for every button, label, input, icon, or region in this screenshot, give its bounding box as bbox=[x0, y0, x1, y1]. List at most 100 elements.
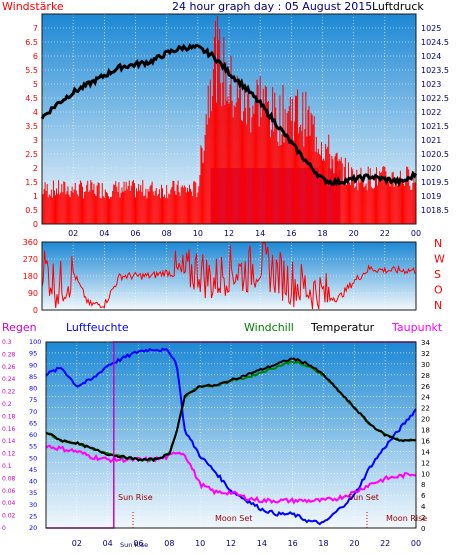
pressure-tick: 1024.5 bbox=[421, 38, 449, 47]
temperature-tick: 6 bbox=[421, 492, 426, 500]
moon-set-label: Moon Set bbox=[215, 514, 252, 523]
humidity-tick: 60 bbox=[29, 431, 37, 439]
compass-letter: N bbox=[434, 299, 442, 312]
pressure-tick: 1022 bbox=[421, 108, 441, 117]
x-tick: 06 bbox=[130, 229, 140, 238]
direction-tick: 0 bbox=[33, 306, 38, 315]
pressure-tick: 1021.5 bbox=[421, 122, 449, 131]
pressure-tick: 1024 bbox=[421, 52, 441, 61]
rain-tick: 0.04 bbox=[2, 500, 16, 507]
humidity-tick: 25 bbox=[29, 512, 37, 520]
temperature-x-axis: 02 04 06 08 10 12 14 16 18 20 22 00 bbox=[72, 539, 421, 548]
rain-tick: 0.02 bbox=[2, 513, 16, 520]
x-tick: 22 bbox=[380, 539, 390, 548]
humidity-axis: 100 95 90 85 80 75 70 65 60 55 50 45 40 35 30 25 20 bbox=[29, 338, 41, 532]
direction-tick: 270 bbox=[23, 255, 38, 264]
wind-speed-tick: 2.5 bbox=[25, 150, 38, 159]
pressure-tick: 1022.5 bbox=[421, 94, 449, 103]
rain-tick: 0.24 bbox=[2, 376, 16, 383]
x-tick: 16 bbox=[286, 229, 296, 238]
rain-axis: 0.3 0.28 0.26 0.24 0.22 0.2 0.18 0.16 0.14 0.12 0.… bbox=[2, 339, 16, 532]
wind-speed-tick: 0 bbox=[33, 220, 38, 229]
humidity-tick: 80 bbox=[29, 385, 37, 393]
wind-speed-tick: 1.5 bbox=[25, 178, 38, 187]
dewpoint-label: Taupunkt bbox=[391, 321, 443, 334]
temperature-tick: 20 bbox=[421, 416, 430, 424]
rain-tick: 0.2 bbox=[2, 401, 12, 408]
wind-speed-axis: 7 6.5 6 5.5 5 4.5 4 3.5 3 2.5 2 1.5 1 0.5 0 bbox=[25, 24, 38, 229]
wind-direction-frame bbox=[41, 241, 417, 311]
wind-speed-tick: 5.5 bbox=[25, 66, 38, 75]
wind-speed-tick: 3.5 bbox=[25, 122, 38, 131]
temperature-tick: 8 bbox=[421, 481, 425, 489]
temperature-tick: 0 bbox=[421, 525, 425, 533]
temperature-tick: 2 bbox=[421, 514, 425, 522]
humidity-label: Luftfeuchte bbox=[66, 321, 129, 334]
pressure-tick: 1025 bbox=[421, 24, 441, 33]
wind-speed-tick: 1 bbox=[33, 192, 38, 201]
rain-tick: 0.28 bbox=[2, 351, 16, 358]
rain-tick: 0.12 bbox=[2, 451, 16, 458]
wind-speed-tick: 4.5 bbox=[25, 94, 38, 103]
rain-tick: 0.08 bbox=[2, 475, 16, 482]
chart-title: 24 hour graph day : 05 August 2015 bbox=[172, 0, 372, 13]
temperature-tick: 16 bbox=[421, 437, 430, 445]
x-tick: 12 bbox=[224, 229, 234, 238]
wind-direction-line bbox=[41, 242, 417, 310]
wind-speed-tick: 7 bbox=[33, 24, 38, 33]
humidity-tick: 55 bbox=[29, 443, 37, 451]
x-tick: 12 bbox=[226, 539, 236, 548]
direction-tick: 180 bbox=[23, 272, 38, 281]
temperature-frame bbox=[45, 341, 417, 529]
humidity-tick: 75 bbox=[29, 396, 37, 404]
temperature-tick: 24 bbox=[421, 394, 430, 402]
wind-speed-tick: 3 bbox=[33, 136, 38, 145]
pressure-tick: 1020.5 bbox=[421, 150, 449, 159]
sun-rise-label: Sun Rise bbox=[118, 493, 153, 502]
wind-speed-tick: 4 bbox=[33, 108, 38, 117]
temperature-line bbox=[45, 357, 417, 463]
temperature-tick: 12 bbox=[421, 459, 430, 467]
x-tick: 18 bbox=[318, 539, 328, 548]
x-tick: 04 bbox=[99, 229, 109, 238]
pressure-tick: 1021 bbox=[421, 136, 441, 145]
temperature-tick: 4 bbox=[421, 503, 426, 511]
temperature-tick: 10 bbox=[421, 470, 430, 478]
x-tick: 00 bbox=[411, 539, 421, 548]
temperature-tick: 14 bbox=[421, 448, 430, 456]
humidity-tick: 40 bbox=[29, 478, 37, 486]
pressure-tick: 1023 bbox=[421, 80, 441, 89]
pressure-axis: 1025 1024.5 1024 1023.5 1023 1022.5 1022 1021.5… bbox=[421, 24, 449, 215]
humidity-tick: 95 bbox=[29, 350, 37, 358]
pressure-tick: 1023.5 bbox=[421, 66, 449, 75]
dewpoint-line bbox=[45, 444, 416, 505]
wind-speed-tick: 2 bbox=[33, 164, 38, 173]
rain-tick: 0.16 bbox=[2, 426, 16, 433]
wind-pressure-x-axis: 02 04 06 08 10 12 14 16 18 20 22 00 bbox=[68, 229, 421, 238]
rain-tick: 0.18 bbox=[2, 413, 16, 420]
wind-speed-label: Windstärke bbox=[2, 0, 64, 13]
compass-letter: S bbox=[434, 268, 441, 281]
x-tick: 10 bbox=[193, 229, 203, 238]
wind-speed-tick: 5 bbox=[33, 80, 38, 89]
x-tick: 20 bbox=[349, 229, 359, 238]
rain-tick: 0.06 bbox=[2, 488, 16, 495]
temperature-tick: 30 bbox=[421, 361, 430, 369]
x-tick: 06 bbox=[133, 539, 143, 548]
x-tick: 02 bbox=[68, 229, 78, 238]
rain-tick: 0.26 bbox=[2, 364, 16, 371]
humidity-tick: 70 bbox=[29, 408, 37, 416]
wind-direction-axis: 360 270 180 90 0 bbox=[23, 238, 38, 315]
temperature-tick: 22 bbox=[421, 405, 430, 413]
x-tick: 08 bbox=[164, 539, 174, 548]
rain-tick: 0.22 bbox=[2, 389, 16, 396]
temperature-tick: 26 bbox=[421, 383, 430, 391]
temperature-tick: 34 bbox=[421, 339, 430, 347]
direction-tick: 360 bbox=[23, 238, 38, 247]
pressure-tick: 1018.5 bbox=[421, 206, 449, 215]
compass-letter: N bbox=[434, 237, 442, 250]
